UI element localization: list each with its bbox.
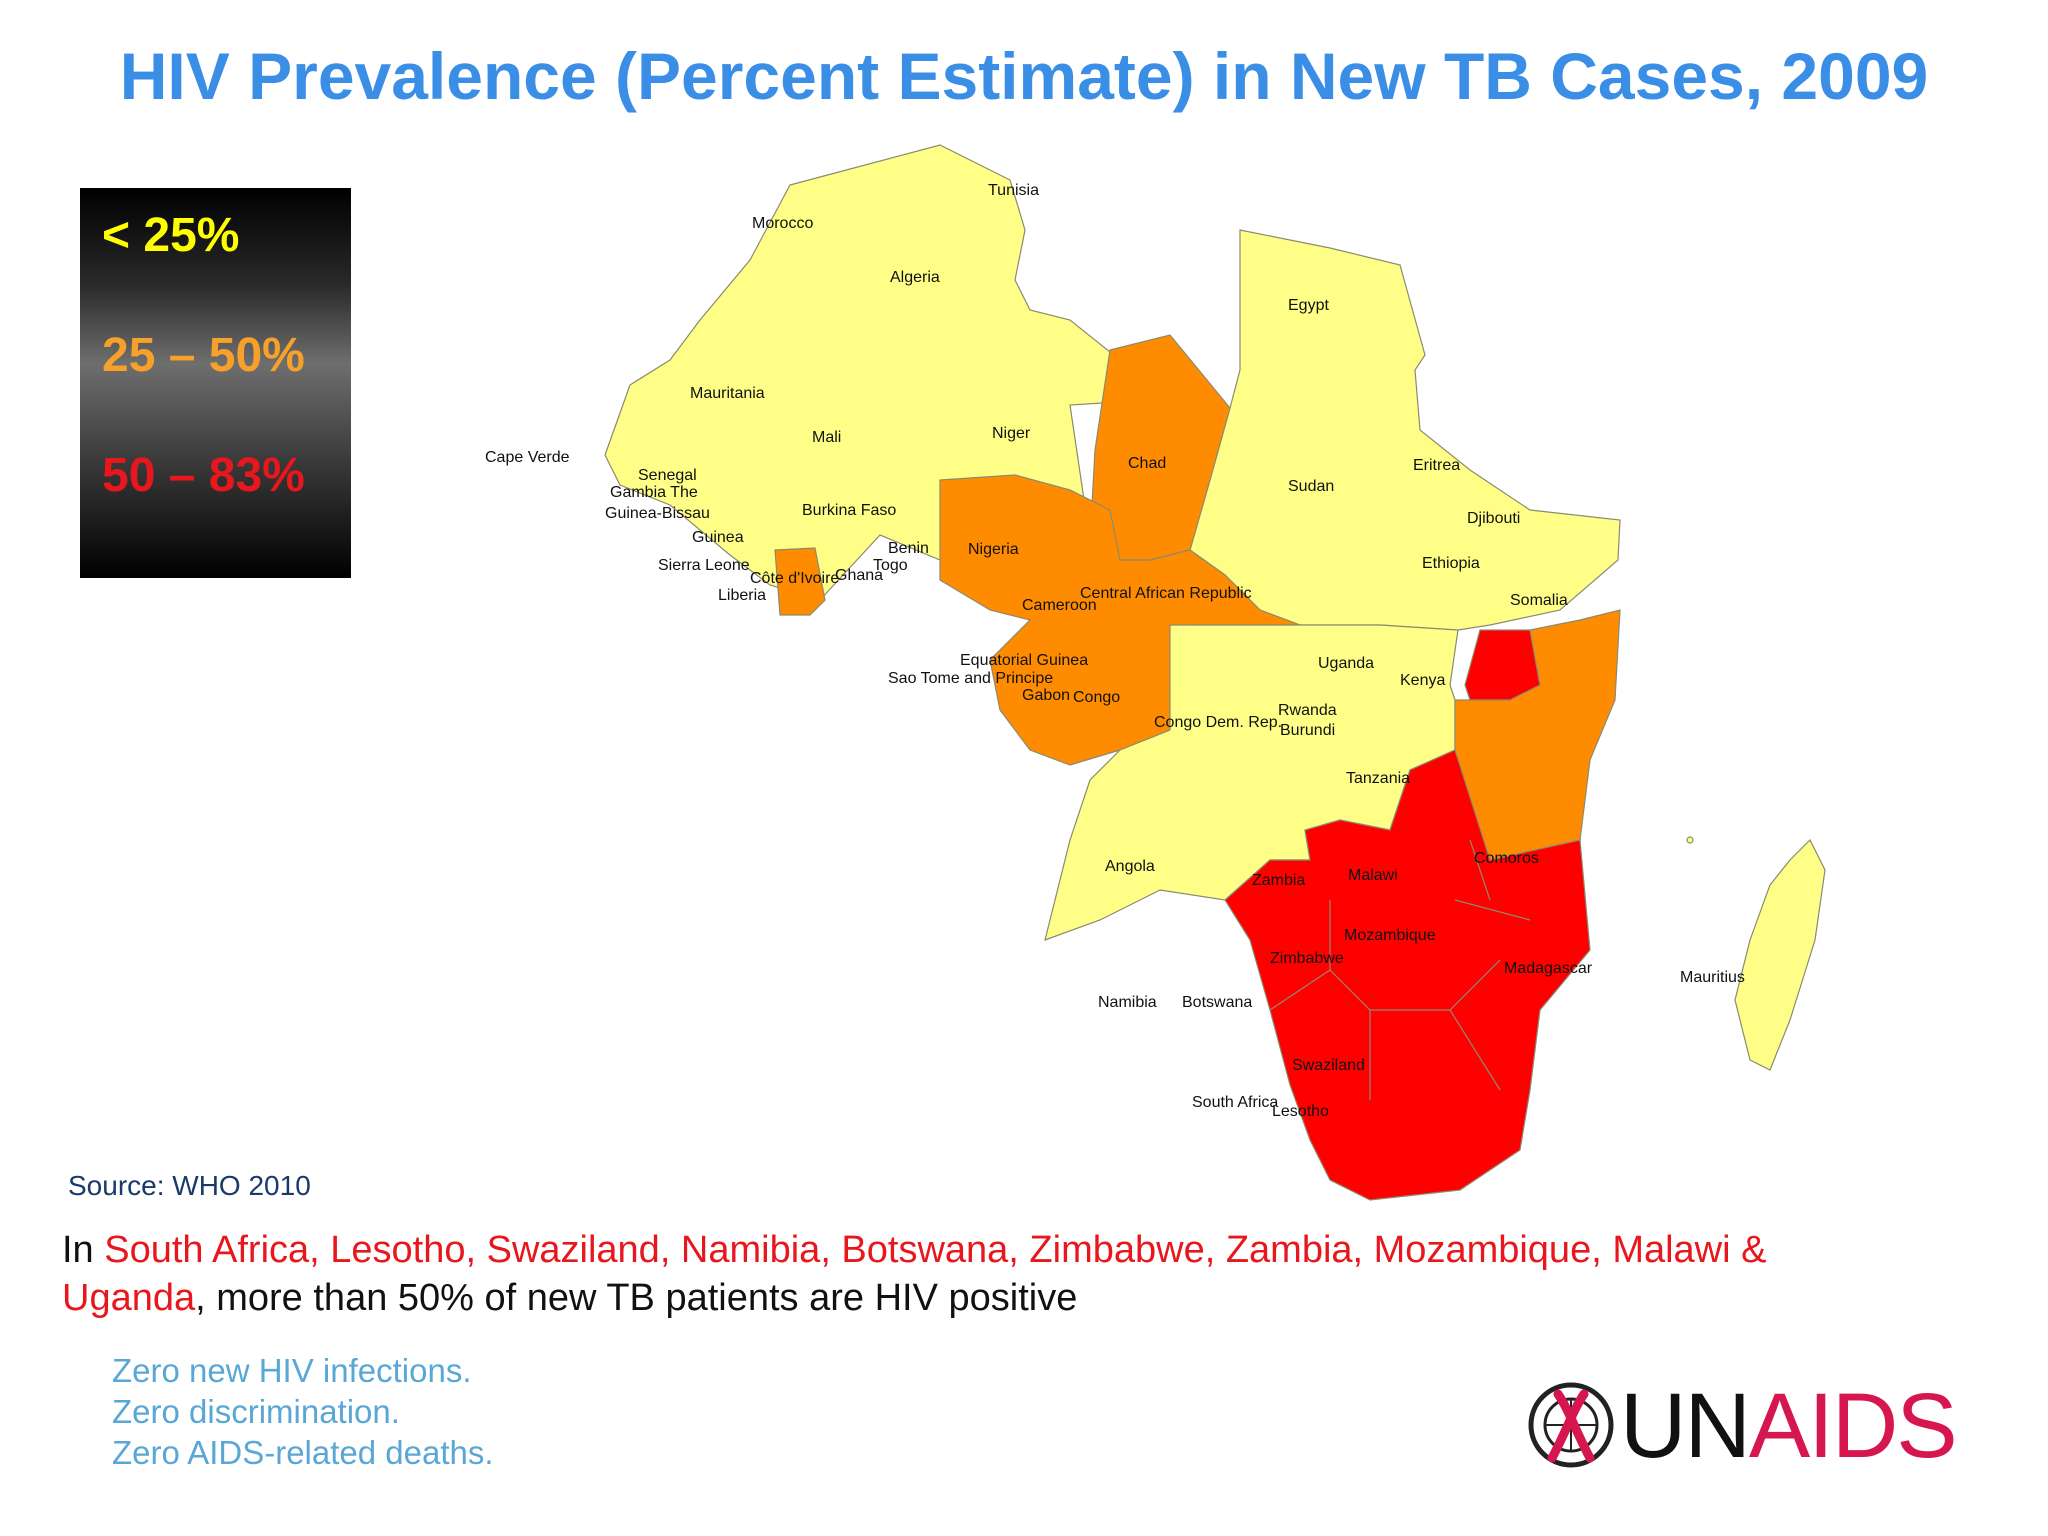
wordmark-un: UN (1620, 1375, 1751, 1477)
label-mauritania: Mauritania (690, 385, 765, 402)
label-car: Central African Republic (1080, 585, 1252, 602)
label-niger: Niger (992, 425, 1031, 442)
label-madagascar: Madagascar (1504, 960, 1593, 977)
label-mali: Mali (812, 429, 841, 446)
africa-map: Tunisia Morocco Algeria Egypt Mauritania… (470, 140, 1850, 1210)
label-somalia: Somalia (1510, 592, 1568, 609)
label-swaziland: Swaziland (1292, 1057, 1365, 1074)
un-emblem-icon (1528, 1382, 1614, 1468)
label-egypt: Egypt (1288, 297, 1329, 314)
wordmark-aids: AIDS (1748, 1375, 1958, 1477)
label-chad: Chad (1128, 455, 1166, 472)
label-angola: Angola (1105, 858, 1155, 875)
label-sudan: Sudan (1288, 478, 1334, 495)
map-legend: < 25% 25 – 50% 50 – 83% (80, 188, 351, 578)
label-benin: Benin (888, 540, 929, 557)
label-namibia: Namibia (1098, 994, 1157, 1011)
legend-item-mid: 25 – 50% (102, 329, 305, 382)
tagline-line-1: Zero new HIV infections. (112, 1352, 472, 1389)
region-north-east (1189, 229, 1621, 631)
label-equatorial-guinea: Equatorial Guinea (960, 652, 1088, 669)
legend-item-low: < 25% (102, 209, 240, 262)
label-rwanda: Rwanda (1278, 702, 1337, 719)
border-lines-south (1269, 839, 1531, 1100)
label-kenya: Kenya (1400, 672, 1445, 689)
statement-suffix: , more than 50% of new TB patients are H… (195, 1277, 1078, 1319)
label-morocco: Morocco (752, 215, 813, 232)
label-mozambique: Mozambique (1344, 927, 1436, 944)
tagline: Zero new HIV infections. Zero discrimina… (112, 1350, 494, 1473)
label-eritrea: Eritrea (1413, 457, 1460, 474)
label-malawi: Malawi (1348, 867, 1398, 884)
label-guinea-bissau: Guinea-Bissau (605, 505, 710, 522)
label-comoros: Comoros (1474, 850, 1539, 867)
label-burundi: Burundi (1280, 722, 1335, 739)
label-zimbabwe: Zimbabwe (1270, 950, 1344, 967)
label-botswana: Botswana (1182, 994, 1252, 1011)
label-gambia: Gambia The (610, 484, 698, 501)
label-djibouti: Djibouti (1467, 510, 1520, 527)
source-note: Source: WHO 2010 (68, 1170, 311, 1201)
unaids-wordmark: UNAIDS (1620, 1374, 1958, 1479)
label-gabon: Gabon (1022, 687, 1070, 704)
label-lesotho: Lesotho (1272, 1103, 1329, 1120)
africa-map-svg: Tunisia Morocco Algeria Egypt Mauritania… (485, 144, 1826, 1201)
statement-prefix: In (62, 1229, 105, 1271)
label-tanzania: Tanzania (1346, 770, 1410, 787)
label-togo: Togo (873, 557, 908, 574)
label-drc: Congo Dem. Rep. (1154, 714, 1282, 731)
label-ghana: Ghana (835, 567, 883, 584)
label-cameroon: Cameroon (1022, 597, 1097, 614)
region-uganda (1464, 629, 1541, 701)
label-south-africa: South Africa (1192, 1094, 1278, 1111)
region-madagascar (1734, 838, 1826, 1071)
label-mauritius: Mauritius (1680, 969, 1745, 986)
label-liberia: Liberia (718, 587, 766, 604)
legend-item-high: 50 – 83% (102, 449, 305, 502)
label-tunisia: Tunisia (988, 182, 1039, 199)
summary-statement: In South Africa, Lesotho, Swaziland, Nam… (62, 1226, 1902, 1322)
label-algeria: Algeria (890, 269, 940, 286)
label-cote-divoire: Côte d'Ivoire (750, 570, 839, 587)
unaids-logo: UNAIDS (1528, 1375, 1958, 1477)
comoros-marker (1686, 836, 1694, 844)
tagline-line-3: Zero AIDS-related deaths. (112, 1434, 494, 1471)
label-guinea: Guinea (692, 529, 744, 546)
label-sierra-leone: Sierra Leone (658, 557, 750, 574)
label-uganda: Uganda (1318, 655, 1374, 672)
statement-highlighted-countries: South Africa, Lesotho, Swaziland, Namibi… (62, 1229, 1767, 1319)
label-cape-verde: Cape Verde (485, 449, 570, 466)
label-burkina-faso: Burkina Faso (802, 502, 896, 519)
region-cote-divoire (774, 547, 826, 616)
label-senegal: Senegal (638, 467, 697, 484)
label-zambia: Zambia (1252, 872, 1305, 889)
label-ethiopia: Ethiopia (1422, 555, 1480, 572)
label-congo: Congo (1073, 689, 1120, 706)
label-sao-tome: Sao Tome and Principe (888, 670, 1053, 687)
page-title: HIV Prevalence (Percent Estimate) in New… (119, 39, 1929, 113)
label-nigeria: Nigeria (968, 541, 1019, 558)
tagline-line-2: Zero discrimination. (112, 1393, 400, 1430)
